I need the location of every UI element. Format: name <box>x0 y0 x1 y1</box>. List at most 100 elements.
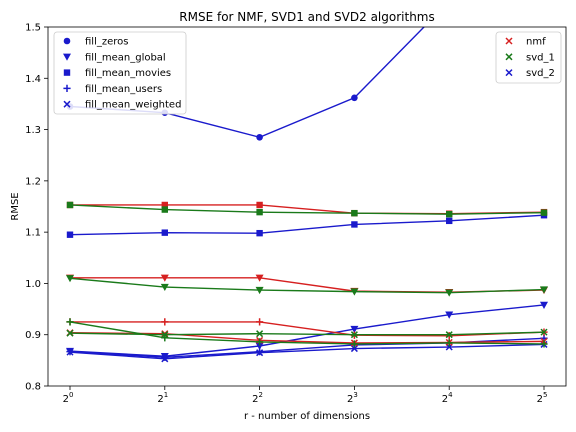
series-line-svd_1-fill_mean_weighted <box>69 331 545 336</box>
plot-frame <box>47 26 567 387</box>
series-line-svd_2-fill_mean_global <box>69 304 545 357</box>
series-nmf-fill_mean_movies <box>66 201 548 217</box>
data-point-svd_2-fill_mean_global-5 <box>540 301 548 309</box>
data-point-svd_1-fill_mean_movies-4 <box>446 210 453 218</box>
data-point-svd_1-fill_mean_weighted-0 <box>66 329 74 337</box>
x-tick-label: 24 <box>442 391 453 405</box>
data-point-nmf-fill_mean_global-2 <box>255 274 264 282</box>
data-point-svd_2-fill_mean_global-3 <box>350 325 359 334</box>
legend-label: fill_mean_global <box>85 52 166 63</box>
data-point-svd_1-fill_mean_users-2 <box>256 338 264 346</box>
series-svd_1-fill_mean_global <box>66 275 548 297</box>
data-point-svd_1-fill_mean_global-1 <box>160 283 169 292</box>
data-point-svd_2-fill_mean_weighted-3 <box>350 345 358 353</box>
data-point-svd_1-fill_mean_weighted-5 <box>540 328 548 336</box>
y-tick-label: 1.3 <box>25 125 41 136</box>
legend-marker-svd_2 <box>505 69 513 77</box>
legend-marker-fill_mean_users <box>63 84 71 92</box>
y-tick-label: 1.5 <box>25 23 41 34</box>
data-point-svd_2-fill_mean_weighted-0 <box>66 348 74 356</box>
y-axis: 0.8 0.9 1.0 1.1 1.2 1.3 1.4 1.5 <box>25 23 48 393</box>
legend-label: fill_mean_users <box>85 84 162 95</box>
series-nmf-fill_mean_users <box>66 318 548 340</box>
legend-label: svd_1 <box>526 52 555 63</box>
data-point-svd_1-fill_mean_movies-2 <box>256 208 263 216</box>
legend-marker-fill_mean_global <box>63 53 71 61</box>
x-tick-label: 22 <box>252 391 263 405</box>
data-point-svd_1-fill_mean_weighted-1 <box>161 331 169 339</box>
data-point-nmf-fill_mean_movies-2 <box>256 201 263 209</box>
series-svd_1-fill_mean_movies <box>66 201 548 218</box>
chart-title: RMSE for NMF, SVD1 and SVD2 algorithms <box>179 10 434 24</box>
data-point-svd_2-fill_zeros-5 <box>541 0 548 5</box>
data-point-svd_2-fill_mean_weighted-1 <box>161 355 169 363</box>
data-point-svd_2-fill_mean_global-2 <box>255 342 264 350</box>
series-nmf-fill_mean_global <box>66 274 548 297</box>
data-point-svd_1-fill_mean_movies-1 <box>161 206 168 213</box>
legend-marker-nmf <box>505 37 513 45</box>
data-point-svd_1-fill_mean_global-3 <box>350 288 359 296</box>
series-svd_1-fill_mean_users <box>66 318 548 348</box>
y-tick-label: 0.8 <box>25 382 41 393</box>
data-point-nmf-fill_mean_users-1 <box>161 318 169 326</box>
series-line-nmf-fill_mean_weighted <box>69 331 545 344</box>
series-svd_2-fill_mean_global <box>66 301 548 361</box>
data-point-nmf-fill_mean_movies-1 <box>161 201 168 209</box>
legend-marker-fill_mean_movies <box>63 69 71 76</box>
data-point-svd_2-fill_zeros-4 <box>446 0 453 5</box>
y-tick-label: 1.0 <box>25 279 41 290</box>
x-tick-label: 21 <box>157 391 168 405</box>
legend-marker-fill_zeros <box>63 37 71 45</box>
legend-box <box>53 31 187 115</box>
data-point-svd_1-fill_mean_global-2 <box>255 286 264 295</box>
series-line-svd_2-fill_mean_movies <box>69 214 545 236</box>
data-point-svd_1-fill_mean_users-0 <box>66 318 74 326</box>
x-tick-label: 20 <box>63 391 74 405</box>
data-point-svd_1-fill_mean_movies-3 <box>351 209 358 217</box>
data-point-svd_1-fill_mean_global-0 <box>66 275 74 283</box>
data-point-svd_2-fill_zeros-3 <box>351 94 358 102</box>
series-svd_2-fill_mean_weighted <box>66 340 548 363</box>
y-tick-label: 1.2 <box>25 176 41 187</box>
legend-label: svd_2 <box>526 68 555 79</box>
data-point-svd_1-fill_mean_global-5 <box>540 286 548 294</box>
data-point-svd_2-fill_zeros-2 <box>256 133 263 141</box>
x-tick-label: 25 <box>537 391 548 405</box>
series-line-svd_1-fill_mean_movies <box>69 204 545 215</box>
data-point-svd_1-fill_mean_weighted-2 <box>256 330 264 338</box>
data-point-svd_1-fill_mean_users-4 <box>445 339 453 347</box>
legend-label: fill_mean_weighted <box>85 100 181 111</box>
x-tick-label: 23 <box>347 391 358 405</box>
x-axis: 20 21 22 23 24 25 <box>63 386 548 405</box>
data-point-svd_2-fill_mean_movies-4 <box>446 217 453 225</box>
data-point-svd_1-fill_mean_movies-5 <box>540 209 548 216</box>
legend-algorithms: nmf svd_1 svd_2 <box>495 31 562 84</box>
data-point-svd_2-fill_mean_movies-1 <box>161 229 168 236</box>
data-point-svd_1-fill_mean_weighted-3 <box>350 331 358 339</box>
data-point-svd_2-fill_mean_movies-0 <box>66 231 74 238</box>
legend-label: fill_mean_movies <box>85 68 171 79</box>
data-point-svd_2-fill_mean_weighted-2 <box>256 349 264 357</box>
series-layer <box>66 0 548 363</box>
legend-label: fill_zeros <box>85 37 128 48</box>
data-point-nmf-fill_mean_global-1 <box>160 274 169 282</box>
data-point-svd_2-fill_mean_movies-2 <box>256 229 263 237</box>
series-line-svd_2-fill_mean_weighted <box>69 343 545 360</box>
data-point-svd_1-fill_mean_weighted-4 <box>445 331 453 339</box>
y-tick-label: 1.4 <box>25 74 41 85</box>
data-point-svd_1-fill_mean_users-5 <box>540 340 548 348</box>
legend-fill-methods: fill_zeros fill_mean_global fill_mean_movi… <box>53 31 187 115</box>
y-tick-label: 1.1 <box>25 228 41 239</box>
data-point-nmf-fill_mean_users-2 <box>256 318 264 326</box>
data-point-svd_1-fill_mean_movies-0 <box>66 201 74 209</box>
data-point-svd_1-fill_mean_global-4 <box>445 289 454 297</box>
series-line-svd_1-fill_mean_global <box>69 277 545 294</box>
y-tick-label: 0.9 <box>25 330 41 341</box>
data-point-svd_1-fill_mean_users-3 <box>350 340 358 348</box>
y-axis-label: RMSE <box>10 192 21 220</box>
x-axis-label: r - number of dimensions <box>244 411 370 422</box>
data-point-svd_2-fill_mean_movies-3 <box>351 221 358 228</box>
series-svd_2-fill_mean_movies <box>66 212 548 238</box>
legend-marker-svd_1 <box>505 53 513 61</box>
